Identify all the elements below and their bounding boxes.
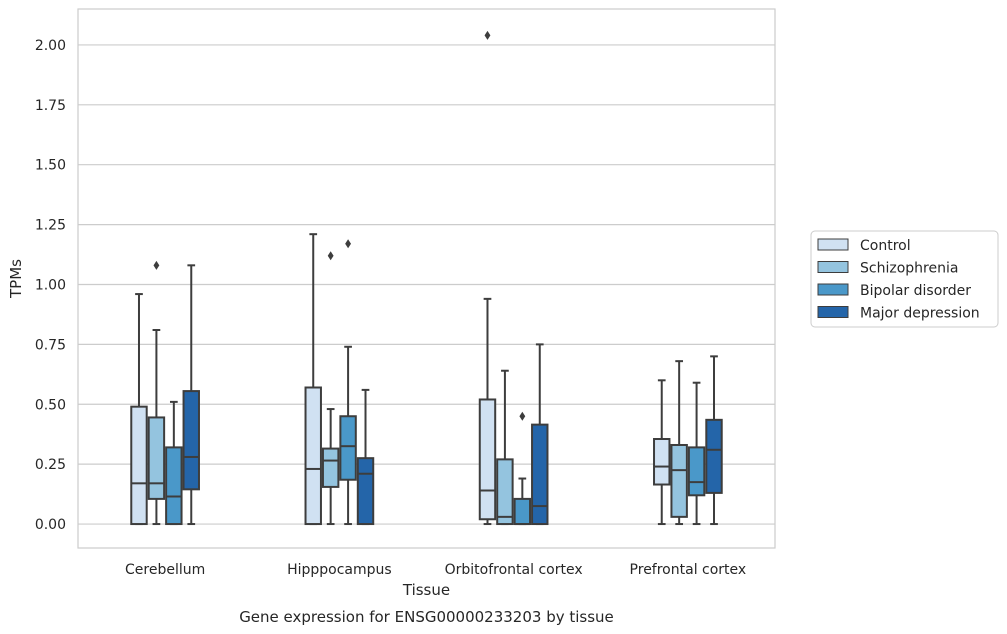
plot-area-frame — [77, 8, 776, 549]
box-control — [478, 30, 497, 526]
box-iqr — [130, 405, 148, 526]
outlier-point — [345, 239, 352, 249]
box-iqr — [356, 457, 375, 526]
legend-label: Major depression — [860, 306, 980, 322]
y-tick-label: 0.25 — [35, 457, 66, 473]
legend-item: Schizophrenia — [817, 261, 958, 277]
chart-caption: Gene expression for ENSG00000233203 by t… — [239, 608, 614, 626]
box-iqr — [147, 416, 166, 500]
box-schizophrenia — [670, 360, 688, 526]
box-iqr — [165, 446, 183, 526]
box-bipolar-disorder — [513, 411, 532, 526]
y-tick-label: 2.00 — [35, 38, 66, 54]
box-bipolar-disorder — [165, 400, 183, 526]
box-iqr — [670, 443, 688, 518]
x-tick-label: Hipppocampus — [287, 562, 392, 578]
legend-label: Schizophrenia — [860, 261, 958, 277]
legend-swatch — [817, 306, 849, 318]
box-iqr — [182, 390, 200, 491]
box-iqr — [478, 398, 497, 521]
box-iqr — [705, 418, 723, 494]
legend-item: Major depression — [817, 306, 980, 322]
legend-swatch — [817, 283, 849, 296]
outlier-point — [484, 30, 491, 40]
y-axis-title: TPMs — [7, 259, 25, 299]
box-schizophrenia — [147, 260, 166, 526]
box-iqr — [531, 423, 549, 526]
box-iqr — [513, 497, 532, 526]
outlier-point — [519, 411, 526, 421]
legend-frame — [810, 230, 999, 328]
box-bipolar-disorder — [687, 381, 706, 526]
x-tick-label: Prefrontal cortex — [630, 562, 747, 578]
box-iqr — [321, 447, 340, 488]
box-control — [653, 379, 671, 526]
x-tick-label: Cerebellum — [125, 562, 205, 578]
box-major-depression — [356, 388, 375, 526]
x-axis-title: Tissue — [402, 581, 450, 599]
x-tick-label: Orbitofrontal cortex — [445, 562, 583, 578]
y-tick-label: 1.50 — [35, 158, 66, 174]
box-major-depression — [705, 355, 723, 526]
legend-swatch — [817, 261, 849, 273]
box-schizophrenia — [321, 251, 340, 526]
outlier-point — [153, 260, 160, 270]
y-tick-label: 0.75 — [35, 337, 66, 353]
outlier-point — [327, 251, 334, 261]
legend-label: Control — [860, 238, 911, 254]
legend-item: Bipolar disorder — [817, 283, 971, 299]
box-iqr — [496, 458, 514, 526]
box-major-depression — [182, 264, 200, 526]
box-iqr — [304, 386, 322, 526]
y-tick-label: 0.50 — [35, 397, 66, 413]
box-bipolar-disorder — [339, 239, 357, 526]
box-iqr — [687, 446, 706, 497]
legend-item: Control — [817, 238, 911, 254]
box-schizophrenia — [496, 369, 514, 526]
x-axis-ticks: Cerebellum Hipppocampus Orbitofrontal cort… — [125, 562, 746, 578]
legend: Control Schizophrenia Bipolar disorder Majo… — [810, 230, 999, 328]
boxes — [130, 30, 723, 526]
box-control — [130, 293, 148, 526]
y-tick-label: 1.00 — [35, 277, 66, 293]
y-tick-label: 1.25 — [35, 218, 66, 234]
box-control — [304, 233, 322, 526]
y-tick-label: 1.75 — [35, 98, 66, 114]
y-tick-label: 0.00 — [35, 517, 66, 533]
legend-swatch — [817, 238, 849, 251]
box-iqr — [653, 438, 671, 486]
box-major-depression — [531, 343, 549, 526]
y-axis-ticks: 0.00 0.25 0.50 0.75 1.00 1.25 1.50 1.75 2.00 — [35, 38, 66, 533]
legend-label: Bipolar disorder — [860, 283, 971, 299]
box-iqr — [339, 415, 357, 481]
